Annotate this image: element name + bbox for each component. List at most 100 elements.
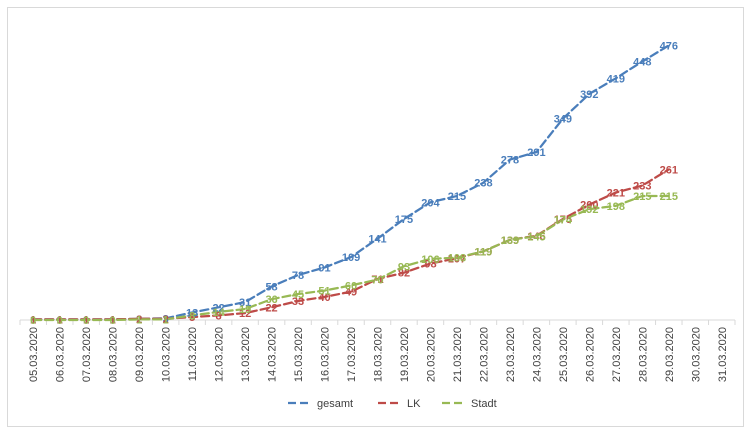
x-tick-label: 24.03.2020: [531, 327, 543, 382]
x-tick-label: 16.03.2020: [320, 327, 332, 382]
x-tick-label: 12.03.2020: [214, 327, 226, 382]
x-tick-label: 11.03.2020: [187, 327, 199, 381]
x-axis: 05.03.2020 06.03.2020 07.03.2020 08.03.2020…: [19, 319, 736, 382]
data-label-stadt: 192: [580, 204, 598, 216]
line-chart: 05.03.2020 06.03.2020 07.03.2020 08.03.2020…: [19, 40, 736, 410]
x-tick-label: 14.03.2020: [267, 327, 279, 382]
data-label-gesamt: 419: [607, 73, 625, 85]
x-tick-label: 26.03.2020: [584, 327, 596, 382]
data-label-stadt: 0: [57, 315, 63, 327]
data-label-gesamt: 91: [318, 263, 330, 275]
x-tick-label: 09.03.2020: [134, 327, 146, 382]
data-label-lk: 98: [424, 258, 436, 270]
x-tick-label: 07.03.2020: [81, 327, 93, 382]
x-tick-label: 15.03.2020: [293, 327, 305, 382]
data-label-stadt: 139: [501, 235, 519, 247]
data-label-stadt: 45: [292, 289, 304, 301]
data-label-lk: 2: [163, 314, 169, 326]
data-label-stadt: 108: [448, 253, 466, 265]
data-label-gesamt: 238: [474, 178, 492, 190]
data-label-stadt: 8: [189, 310, 195, 322]
data-label-lk: 119: [475, 246, 493, 258]
legend-label: Stadt: [471, 398, 497, 410]
data-label-stadt: 215: [660, 191, 678, 203]
data-label-stadt: 0: [83, 315, 89, 327]
data-label-lk: 261: [660, 164, 678, 176]
x-tick-label: 08.03.2020: [108, 327, 120, 382]
data-label-gesamt: 1: [83, 314, 89, 326]
data-label-stadt: 14: [212, 307, 225, 319]
data-label-stadt: 70: [371, 275, 383, 287]
data-label-lk: 107: [448, 253, 466, 265]
data-label-gesamt: 2: [136, 314, 142, 326]
x-tick-label: 29.03.2020: [664, 327, 676, 382]
data-label-lk: 1: [57, 314, 63, 326]
x-tick-label: 19.03.2020: [399, 327, 411, 382]
x-tick-label: 05.03.2020: [28, 327, 40, 382]
data-labels: 1 1 1 1 2 3 13 22 315878911091411752042152382782…: [30, 40, 678, 327]
data-label-stadt: 119: [475, 246, 493, 258]
series-line-stadt: [32, 194, 670, 322]
data-label-gesamt: 78: [292, 270, 304, 282]
data-label-lk: 12: [239, 308, 251, 320]
data-label-lk: 2: [136, 314, 142, 326]
data-label-stadt: 215: [633, 191, 651, 203]
data-label-stadt: 93: [398, 261, 410, 273]
data-label-gesamt: 58: [265, 282, 277, 294]
data-label-gesamt: 278: [501, 155, 519, 167]
data-label-lk: 8: [216, 310, 222, 322]
data-label-stadt: 19: [239, 304, 251, 316]
x-tick-label: 30.03.2020: [690, 327, 702, 382]
data-label-lk: 233: [633, 181, 651, 193]
x-tick-label: 10.03.2020: [161, 327, 173, 382]
series-lines: [32, 44, 670, 322]
data-label-stadt: 36: [265, 294, 277, 306]
data-label-gesamt: 31: [239, 297, 251, 309]
data-label-gesamt: 109: [342, 252, 360, 264]
data-label-lk: 40: [318, 292, 330, 304]
x-tick-label: 27.03.2020: [611, 327, 623, 382]
data-label-stadt: 1: [136, 314, 142, 326]
x-tick-label: 20.03.2020: [425, 327, 437, 382]
data-label-gesamt: 175: [395, 214, 413, 226]
data-label-lk: 1: [110, 314, 116, 326]
legend-label: gesamt: [317, 398, 353, 410]
data-label-lk: 71: [371, 274, 383, 286]
x-tick-label: 23.03.2020: [505, 327, 517, 382]
data-label-lk: 221: [607, 188, 625, 200]
data-label-gesamt: 1: [30, 314, 36, 326]
x-tick-label: 31.03.2020: [717, 327, 729, 382]
x-tick-label: 22.03.2020: [478, 327, 490, 382]
x-tick-label: 28.03.2020: [637, 327, 649, 382]
data-label-stadt: 51: [318, 286, 330, 298]
x-tick-label: 25.03.2020: [558, 327, 570, 382]
x-tick-label: 17.03.2020: [346, 327, 358, 382]
data-label-lk: 33: [292, 296, 304, 308]
x-tick-label: 13.03.2020: [240, 327, 252, 382]
legend-item-gesamt: gesamt: [288, 398, 353, 410]
data-label-lk: 49: [345, 287, 357, 299]
x-tick-label: 18.03.2020: [373, 327, 385, 382]
data-label-stadt: 0: [30, 315, 36, 327]
chart-frame: 05.03.2020 06.03.2020 07.03.2020 08.03.2020…: [7, 7, 744, 427]
data-label-gesamt: 215: [448, 191, 466, 203]
data-label-stadt: 0: [110, 315, 116, 327]
data-label-gesamt: 13: [186, 308, 198, 320]
series-line-gesamt: [32, 44, 670, 321]
legend-label: LK: [407, 398, 421, 410]
data-label-gesamt: 204: [421, 197, 440, 209]
x-tick-label: 21.03.2020: [452, 327, 464, 382]
data-label-stadt: 198: [607, 201, 625, 213]
data-label-gesamt: 22: [212, 302, 224, 314]
data-label-gesamt: 349: [554, 114, 572, 126]
data-label-stadt: 106: [421, 254, 439, 266]
legend: gesamt LK Stadt: [288, 398, 497, 410]
data-label-gesamt: 3: [163, 313, 169, 325]
data-label-gesamt: 1: [57, 314, 63, 326]
data-label-gesamt: 141: [368, 234, 386, 246]
data-label-lk: 200: [580, 200, 598, 212]
data-label-stadt: 60: [345, 280, 357, 292]
legend-item-lk: LK: [378, 398, 421, 410]
data-label-lk: 82: [398, 268, 410, 280]
data-label-gesamt: 291: [527, 147, 545, 159]
